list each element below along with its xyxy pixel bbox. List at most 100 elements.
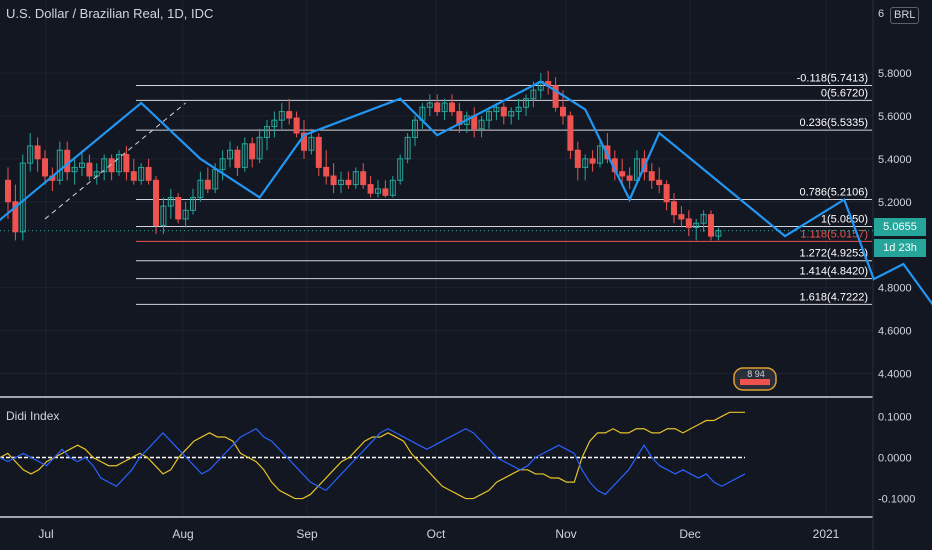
time-label-6: 2021 bbox=[813, 527, 840, 541]
candle-body-94 bbox=[700, 214, 707, 224]
fib-label-5: 1.118(5.0157) bbox=[800, 228, 868, 240]
candle-body-49 bbox=[367, 184, 374, 194]
candle-body-41 bbox=[308, 136, 315, 151]
time-label-5: Dec bbox=[679, 527, 700, 541]
candle-body-4 bbox=[34, 145, 41, 160]
candle-body-36 bbox=[271, 119, 278, 128]
indicator-label[interactable]: Didi Index bbox=[6, 409, 60, 423]
event-badge[interactable]: 8 94 bbox=[733, 367, 777, 391]
candle-body-80 bbox=[597, 145, 603, 164]
candle-body-39 bbox=[293, 117, 300, 134]
didi-tick-2: -0.1000 bbox=[878, 494, 915, 506]
candle-body-31 bbox=[234, 149, 241, 168]
candle-body-13 bbox=[101, 158, 108, 173]
candle-body-20 bbox=[153, 179, 159, 226]
candle-body-68 bbox=[508, 111, 515, 117]
candle-body-47 bbox=[352, 171, 359, 186]
price-axis[interactable]: 5.8000 5.6000 5.4000 5.2000 4.8000 4.6000 4.40… bbox=[878, 68, 915, 506]
time-axis[interactable]: Jul Aug Sep Oct Nov Dec 2021 bbox=[38, 527, 839, 541]
candles bbox=[5, 70, 722, 241]
candle-body-30 bbox=[227, 149, 233, 160]
candle-body-7 bbox=[56, 149, 63, 181]
fib-label-7: 1.414(4.8420) bbox=[800, 266, 869, 278]
candle-body-14 bbox=[108, 158, 115, 173]
badge-text: 8 94 bbox=[747, 369, 765, 379]
candle-body-15 bbox=[116, 154, 122, 173]
candle-body-27 bbox=[204, 179, 211, 190]
didi-series-fast bbox=[0, 411, 745, 500]
candle-body-78 bbox=[582, 158, 589, 168]
candle-body-46 bbox=[345, 179, 352, 186]
time-label-4: Nov bbox=[555, 527, 576, 541]
harmonic-pattern bbox=[0, 80, 932, 306]
candle-body-52 bbox=[389, 179, 396, 196]
candle-body-40 bbox=[301, 132, 307, 151]
didi-series-slow bbox=[0, 428, 746, 496]
candle-body-0 bbox=[5, 179, 11, 203]
candle-body-33 bbox=[249, 143, 256, 160]
candle-body-22 bbox=[167, 196, 174, 207]
candle-body-84 bbox=[626, 175, 633, 181]
candle-body-60 bbox=[449, 102, 455, 113]
candle-body-8 bbox=[64, 149, 71, 173]
countdown-tag: 1d 23h bbox=[874, 239, 926, 257]
candle-body-89 bbox=[663, 184, 670, 203]
last-price-tag: 5.0655 bbox=[874, 218, 926, 236]
candle-body-55 bbox=[412, 119, 418, 138]
price-tick-6: 4.4000 bbox=[878, 369, 912, 381]
fib-label-3: 0.786(5.2106) bbox=[800, 186, 869, 198]
candle-body-34 bbox=[256, 136, 263, 160]
fib-label-2: 0.236(5.5335) bbox=[800, 117, 869, 129]
price-tick-5: 4.6000 bbox=[878, 326, 912, 338]
price-tick-0: 5.8000 bbox=[878, 68, 912, 80]
candle-body-45 bbox=[338, 179, 344, 186]
candle-body-37 bbox=[278, 111, 285, 121]
candle-body-83 bbox=[619, 171, 626, 177]
candle-body-54 bbox=[404, 136, 411, 160]
time-label-0: Jul bbox=[38, 527, 53, 541]
candle-body-53 bbox=[397, 158, 404, 181]
didi-index-pane bbox=[0, 411, 746, 500]
candle-body-19 bbox=[145, 166, 152, 181]
currency-badge[interactable]: BRL bbox=[890, 7, 920, 24]
price-tick-3: 5.2000 bbox=[878, 197, 912, 209]
candle-body-71 bbox=[530, 89, 537, 100]
candle-body-1 bbox=[12, 201, 19, 233]
candle-body-42 bbox=[315, 136, 322, 168]
candle-body-3 bbox=[27, 145, 34, 164]
fib-label-4: 1(5.0850) bbox=[821, 213, 868, 225]
candle-body-32 bbox=[241, 143, 248, 168]
candle-body-77 bbox=[574, 149, 581, 168]
candle-body-87 bbox=[648, 171, 655, 181]
candle-body-91 bbox=[678, 214, 685, 220]
candle-body-59 bbox=[441, 102, 448, 113]
time-label-1: Aug bbox=[172, 527, 193, 541]
candle-body-66 bbox=[493, 106, 500, 113]
candle-body-23 bbox=[175, 196, 182, 220]
candle-body-96 bbox=[715, 230, 722, 237]
candle-body-51 bbox=[382, 188, 389, 196]
fib-label-1: 0(5.6720) bbox=[821, 87, 868, 99]
price-tick-1: 5.6000 bbox=[878, 111, 912, 123]
candle-body-92 bbox=[685, 218, 692, 229]
candle-body-93 bbox=[693, 222, 700, 229]
candle-body-76 bbox=[567, 115, 574, 151]
candle-body-29 bbox=[219, 158, 226, 171]
partial-axis-glyph: 6 bbox=[878, 8, 885, 20]
candle-body-18 bbox=[138, 166, 145, 181]
candle-body-16 bbox=[123, 154, 130, 173]
candle-body-9 bbox=[71, 166, 78, 173]
candle-body-5 bbox=[42, 158, 48, 177]
badge-flag-stripe bbox=[740, 379, 770, 385]
didi-tick-1: 0.0000 bbox=[878, 453, 912, 465]
candle-body-79 bbox=[589, 158, 596, 164]
candle-body-48 bbox=[360, 171, 367, 186]
chart-title: U.S. Dollar / Brazilian Real, 1D, IDC bbox=[6, 6, 214, 21]
price-tick-4: 4.8000 bbox=[878, 283, 912, 295]
candle-body-10 bbox=[79, 162, 85, 168]
candle-body-21 bbox=[160, 205, 167, 226]
time-label-3: Oct bbox=[427, 527, 446, 541]
candle-body-44 bbox=[330, 175, 337, 186]
candle-body-35 bbox=[264, 126, 270, 138]
